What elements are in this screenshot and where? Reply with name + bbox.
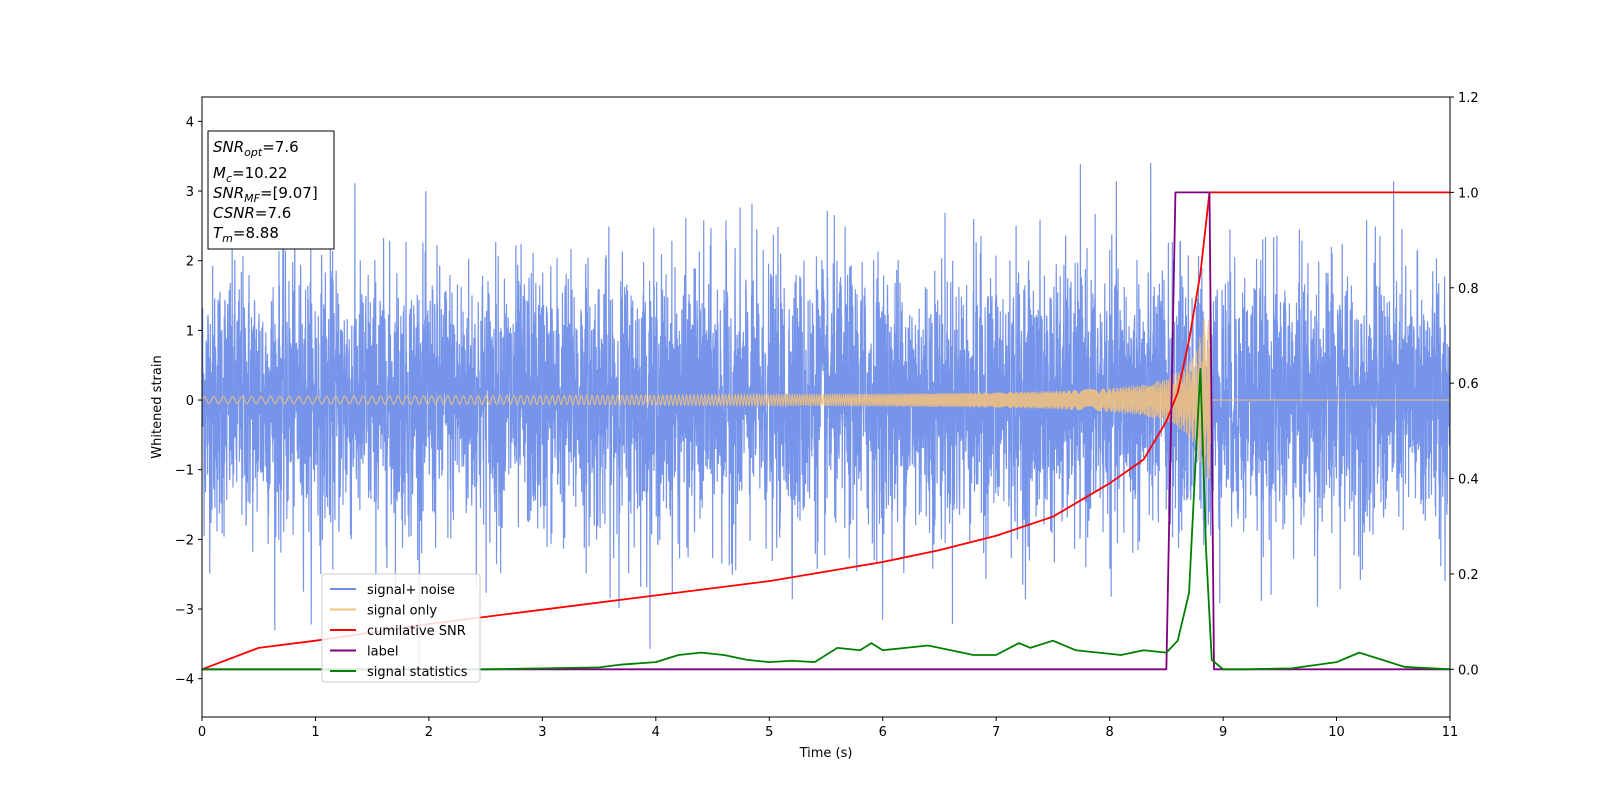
x-axis-label: Time (s): [799, 746, 853, 761]
info-snr-opt-base: SNR: [213, 138, 244, 156]
x-tick-label: 5: [765, 725, 773, 740]
info-snr-opt-sub: opt: [244, 146, 263, 159]
y-tick-label: 0: [186, 394, 194, 409]
y-tick-label: 1: [186, 324, 194, 339]
x-tick-label: 2: [425, 725, 433, 740]
legend-label: signal+ noise: [367, 583, 455, 598]
x-tick-label: 11: [1442, 725, 1459, 740]
legend-label: cumilative SNR: [367, 624, 466, 639]
right-y-tick-label: 0.4: [1458, 473, 1479, 488]
x-tick-label: 6: [879, 725, 887, 740]
x-tick-label: 10: [1328, 725, 1345, 740]
info-mc-sub: c: [226, 172, 232, 185]
info-mc-base: M: [213, 164, 226, 182]
info-csnr-base: CSNR: [213, 204, 255, 222]
right-y-tick-label: 0.8: [1458, 282, 1479, 297]
info-snr-mf-base: SNR: [213, 184, 244, 202]
info-box-frame: [207, 130, 335, 250]
right-y-tick-label: 0.6: [1458, 377, 1479, 392]
info-box: SNRopt=7.6 Mc=10.22 SNRMF=[9.07] CSNR=7.…: [207, 130, 335, 250]
right-y-tick-label: 0.2: [1458, 568, 1479, 583]
series-signal-statistics-line: [202, 367, 1450, 671]
info-mc-value: =10.22: [232, 164, 288, 182]
right-y-axis: 1.2 1.0 0.8 0.6 0.4 0.2 0.0: [1450, 91, 1479, 678]
x-tick-label: 4: [652, 725, 660, 740]
x-tick-label: 8: [1105, 725, 1113, 740]
x-axis: 0 1 2 3 4 5 6 7 8 9 10 11: [198, 717, 1458, 740]
legend-frame: [321, 573, 481, 683]
x-tick-label: 9: [1219, 725, 1227, 740]
info-csnr-value: =7.6: [255, 204, 291, 222]
x-tick-label: 0: [198, 725, 206, 740]
left-y-axis: 4 3 2 1 0 −1 −2 −3 −4: [175, 115, 202, 688]
info-snr-mf-value: =[9.07]: [260, 184, 318, 202]
y-tick-label: −1: [175, 464, 194, 479]
x-tick-label: 3: [538, 725, 546, 740]
info-tm-value: =8.88: [233, 224, 279, 242]
y-axis-label: Whitened strain: [150, 355, 165, 458]
info-snr-mf-sub: MF: [244, 192, 260, 205]
y-tick-label: −2: [175, 533, 194, 548]
legend: signal+ noise signal only cumilative SNR la…: [321, 573, 481, 683]
info-csnr: CSNR=7.6: [213, 204, 291, 222]
y-tick-label: 3: [186, 185, 194, 200]
legend-items: signal+ noise signal only cumilative SNR la…: [330, 583, 468, 680]
right-y-tick-label: 1.2: [1458, 91, 1479, 106]
legend-label: label: [367, 645, 398, 660]
info-snr-mf: SNRMF=[9.07]: [213, 184, 318, 205]
y-tick-label: −3: [175, 603, 194, 618]
plot-frame: [201, 96, 1451, 718]
y-tick-label: −4: [175, 673, 194, 688]
right-y-tick-label: 0.0: [1458, 663, 1479, 678]
y-tick-label: 2: [186, 255, 194, 270]
legend-label: signal only: [367, 604, 437, 619]
info-snr-opt-value: =7.6: [262, 138, 298, 156]
info-mc: Mc=10.22: [213, 164, 288, 185]
info-tm: Tm=8.88: [213, 224, 279, 245]
info-tm-sub: m: [222, 232, 233, 245]
x-tick-label: 7: [992, 725, 1000, 740]
series-signal-only-line: [202, 318, 1450, 484]
info-tm-base: T: [213, 224, 224, 242]
y-tick-label: 4: [186, 115, 194, 130]
right-y-tick-label: 1.0: [1458, 186, 1479, 201]
series-signal-noise-line: [202, 162, 1450, 667]
legend-label: signal statistics: [367, 665, 468, 680]
info-snr-opt: SNRopt=7.6: [213, 138, 299, 159]
x-tick-label: 1: [311, 725, 319, 740]
